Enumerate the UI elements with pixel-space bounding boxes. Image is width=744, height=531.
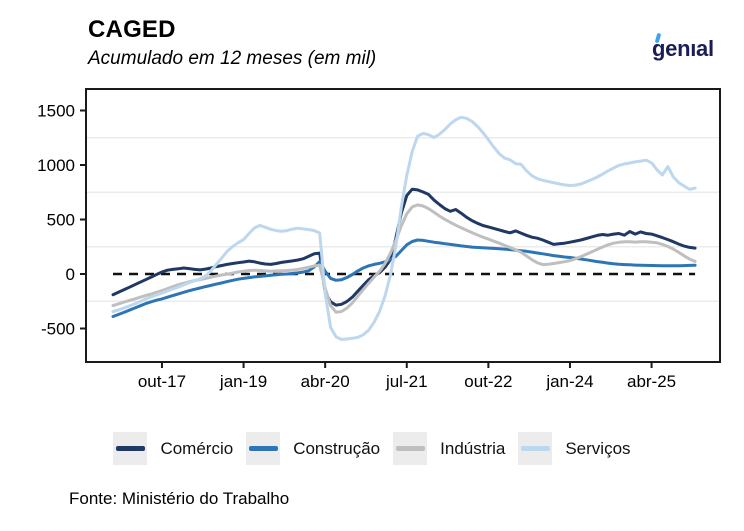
x-tick-label: jan-24 — [545, 372, 593, 391]
x-tick-label: abr-20 — [301, 372, 350, 391]
legend-label: Serviços — [565, 438, 631, 458]
series-line-indústria — [111, 203, 697, 314]
y-tick-label: -500 — [41, 320, 75, 339]
x-tick-label: out-17 — [138, 372, 186, 391]
x-tick-label: abr-25 — [627, 372, 676, 391]
page-title: CAGED — [88, 16, 176, 43]
legend-item-industria: Indústria — [393, 432, 505, 465]
legend-item-servicos: Serviços — [518, 432, 631, 465]
y-tick-label: 500 — [47, 211, 75, 230]
legend-swatch-line — [248, 446, 278, 451]
x-tick-label: out-22 — [464, 372, 512, 391]
legend-swatch — [113, 432, 148, 465]
series-line-comércio — [111, 187, 697, 307]
genial-logo: genıal — [652, 32, 714, 62]
logo-text: genıal — [652, 36, 714, 61]
series-line-construção — [111, 238, 697, 318]
legend-swatch — [393, 432, 428, 465]
source-note: Fonte: Ministério do Trabalho — [69, 489, 290, 508]
x-tick-label: jul-21 — [385, 372, 428, 391]
plot-frame — [85, 88, 721, 363]
caged-line-chart: -500 0 500 1000 1500 out-17 jan-19 abr-20 jul-21… — [37, 88, 721, 391]
legend-label: Comércio — [160, 438, 234, 458]
x-tick-label: jan-19 — [219, 372, 267, 391]
legend-label: Construção — [293, 438, 381, 458]
legend-swatch — [246, 432, 281, 465]
legend-item-construcao: Construção — [246, 432, 380, 465]
y-tick-label: 0 — [66, 265, 75, 284]
legend-swatch-line — [115, 446, 145, 451]
legend-swatch-line — [395, 446, 425, 451]
series-line-serviços — [111, 115, 697, 341]
legend-swatch-line — [520, 446, 550, 451]
legend-swatch — [518, 432, 553, 465]
y-tick-label: 1500 — [37, 102, 75, 121]
legend-item-comercio: Comércio — [113, 432, 233, 465]
legend-label: Indústria — [440, 438, 506, 458]
page-subtitle: Acumulado em 12 meses (em mil) — [88, 48, 377, 69]
y-tick-label: 1000 — [37, 156, 75, 175]
legend: Comércio Construção Indústria Serviços — [0, 432, 744, 465]
